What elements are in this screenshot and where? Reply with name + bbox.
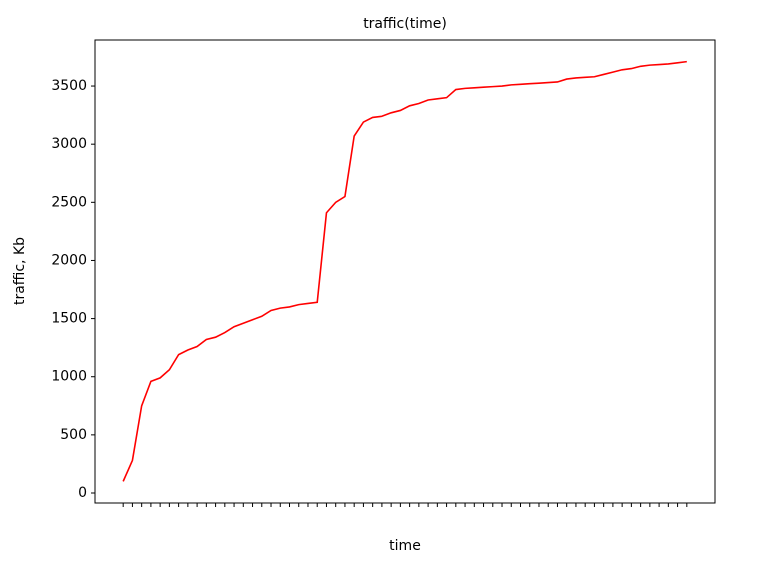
y-tick-label: 1000: [51, 369, 87, 385]
y-tick-label: 2000: [51, 252, 87, 268]
chart-title: traffic(time): [363, 16, 447, 32]
data-line: [122, 60, 687, 482]
y-tick-label: 3500: [51, 78, 87, 94]
y-tick-label: 0: [78, 485, 87, 501]
y-tick-label: 3000: [51, 136, 87, 152]
y-tick-label: 2500: [51, 194, 87, 210]
plot-frame: [94, 39, 716, 504]
y-tick-label: 500: [60, 427, 87, 443]
x-axis-label: time: [389, 538, 421, 554]
y-axis-label: traffic, Kb: [12, 237, 28, 305]
y-tick-label: 1500: [51, 311, 87, 327]
